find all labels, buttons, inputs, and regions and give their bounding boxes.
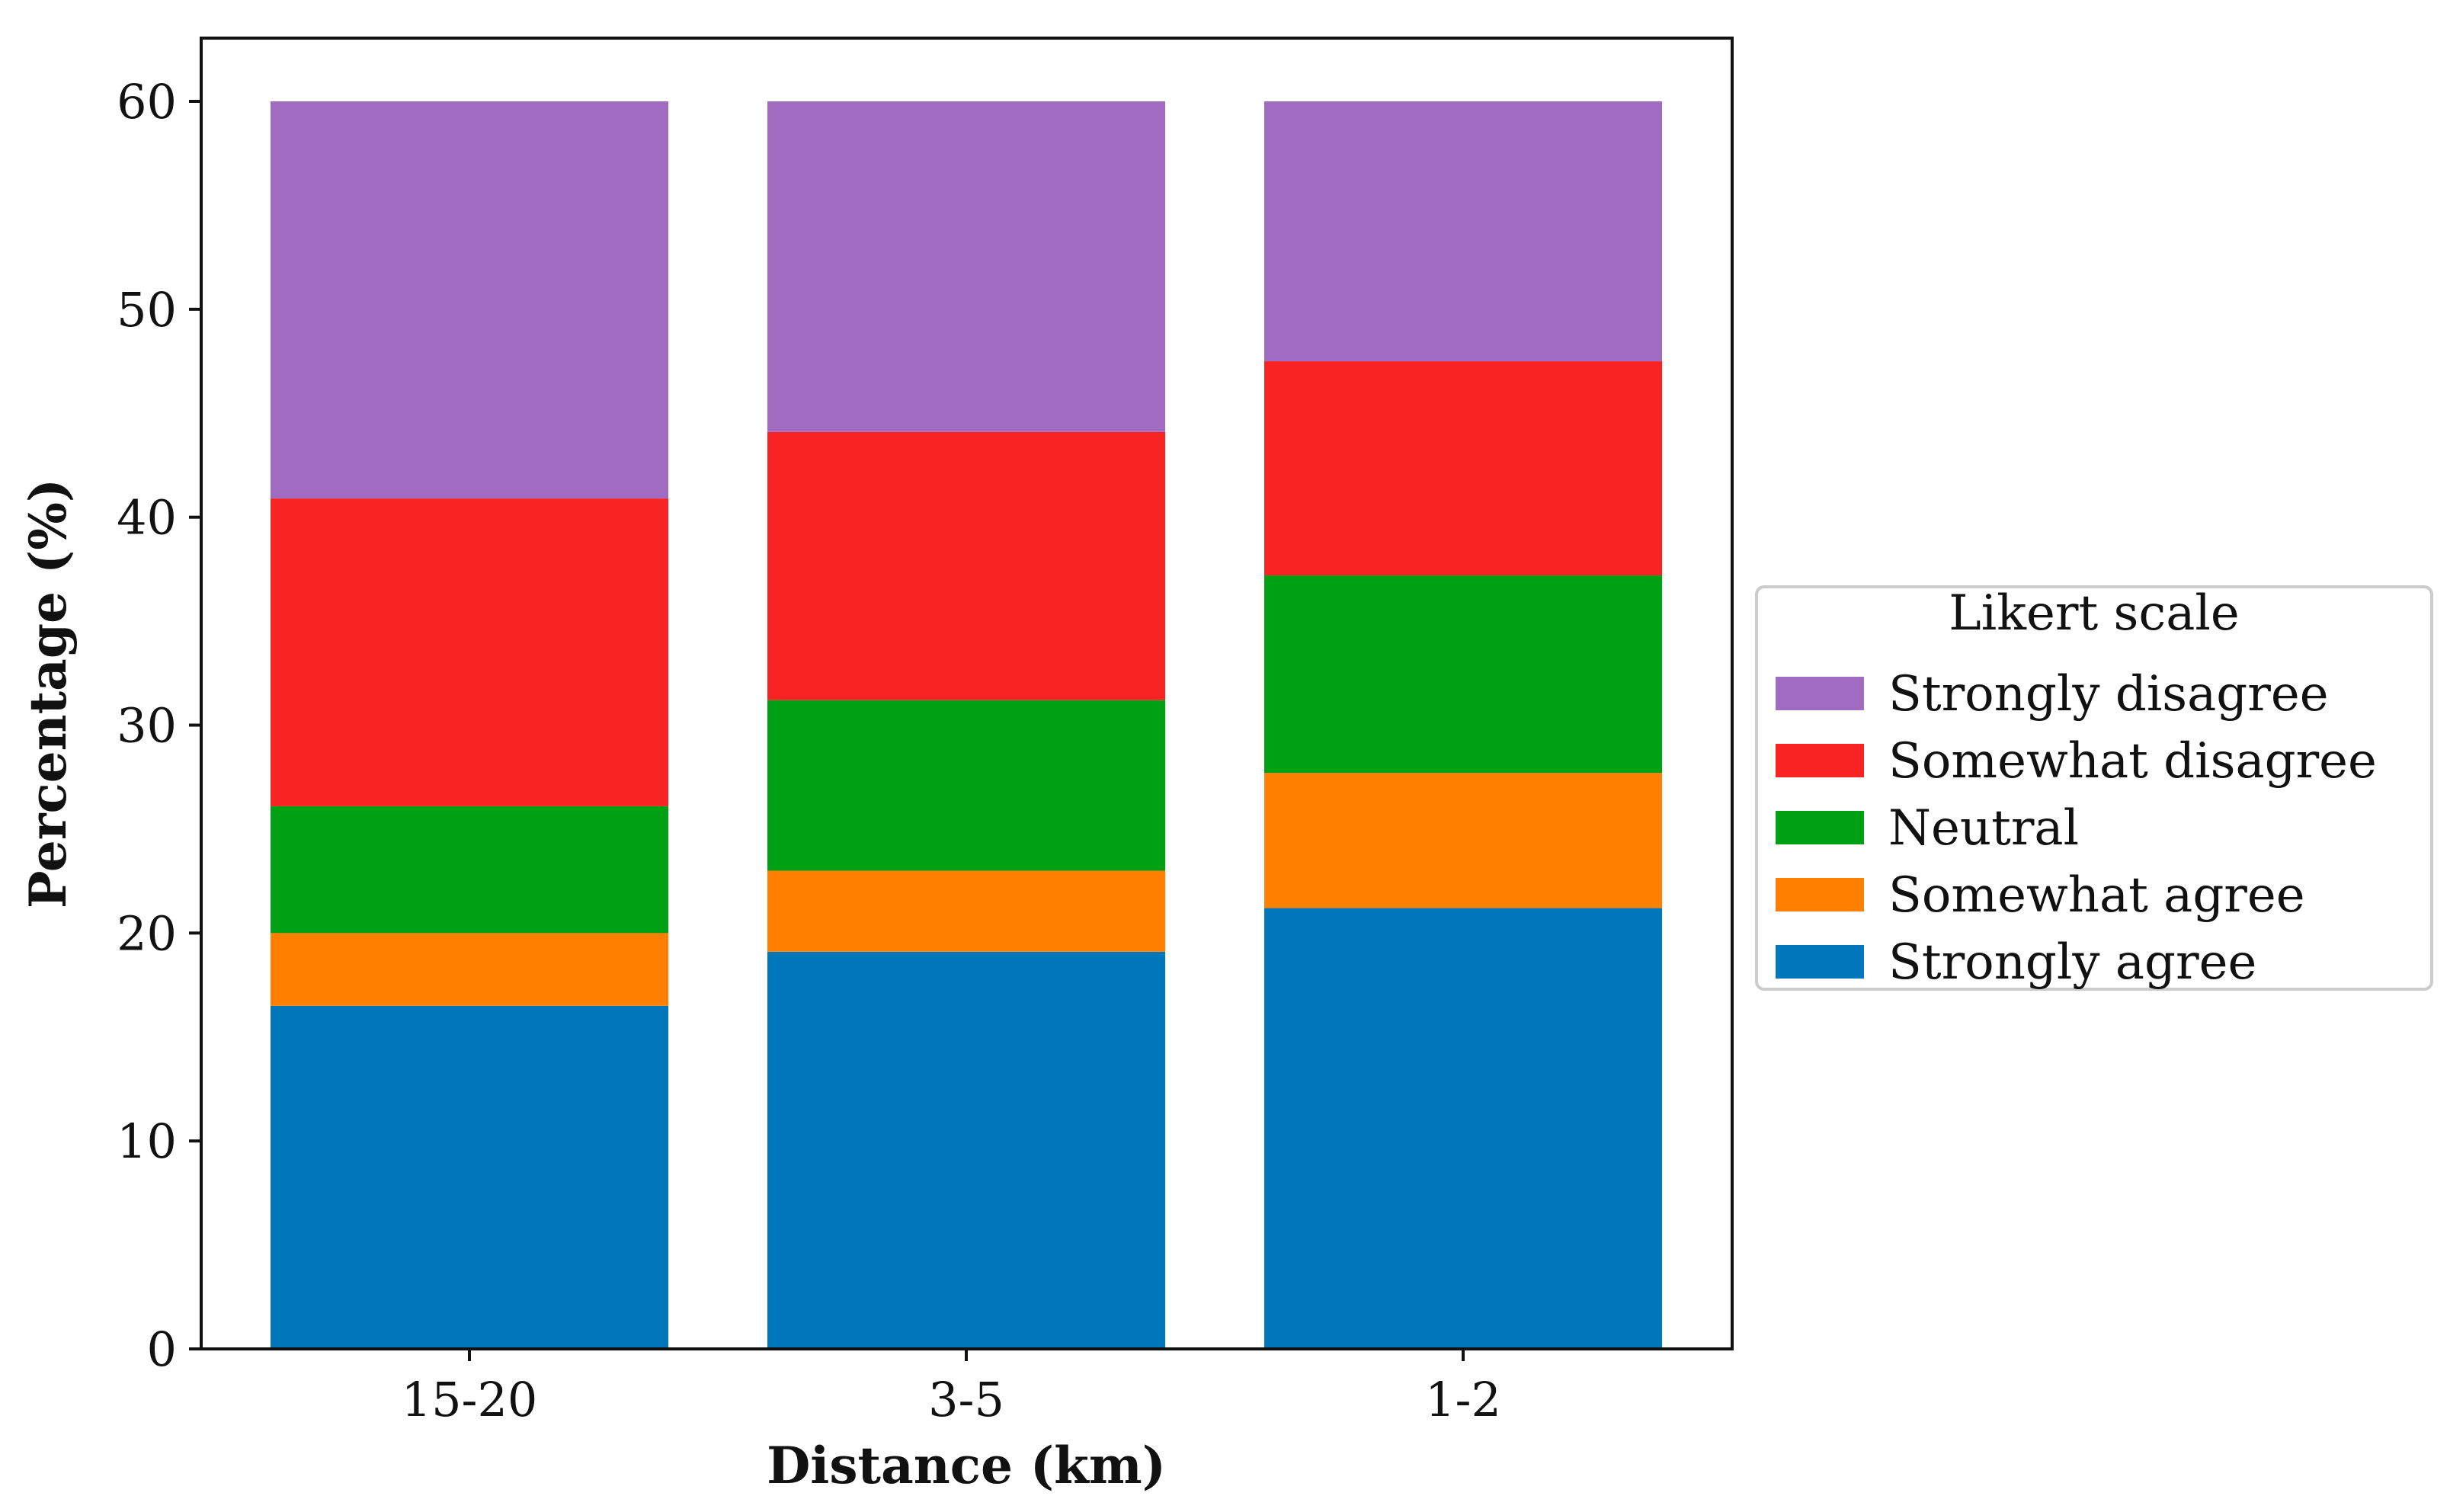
y-tick-label: 30 xyxy=(117,698,177,754)
legend: Likert scale Strongly disagree Somewhat d… xyxy=(1755,585,2433,991)
legend-label: Neutral xyxy=(1888,800,2079,857)
y-tick-label: 20 xyxy=(117,905,177,961)
x-tick-label: 1-2 xyxy=(1425,1372,1501,1427)
bar-segment-3-5-strongly-disagree xyxy=(767,101,1165,432)
legend-frame xyxy=(1755,585,2433,991)
y-tick-label: 0 xyxy=(147,1321,177,1377)
x-axis-ticks: 15-20 3-5 1-2 xyxy=(402,1349,1501,1427)
legend-swatch xyxy=(1776,744,1864,777)
x-axis-label: Distance (km) xyxy=(767,1436,1166,1495)
bar-segment-15-20-neutral xyxy=(271,806,668,934)
bar-segment-15-20-strongly-disagree xyxy=(271,101,668,499)
bar-segment-15-20-somewhat-disagree xyxy=(271,498,668,806)
bar-segment-15-20-strongly-agree xyxy=(271,1005,668,1349)
y-tick-label: 10 xyxy=(117,1113,177,1169)
legend-swatch xyxy=(1776,945,1864,979)
bar-segment-15-20-somewhat-agree xyxy=(271,933,668,1006)
bar-segment-1-2-somewhat-disagree xyxy=(1264,361,1662,576)
legend-label: Somewhat disagree xyxy=(1888,733,2377,790)
x-tick-label: 3-5 xyxy=(928,1372,1004,1427)
y-axis-ticks: 0 10 20 30 40 50 60 xyxy=(117,74,201,1377)
bar-segment-3-5-somewhat-disagree xyxy=(767,431,1165,700)
legend-swatch xyxy=(1776,878,1864,911)
y-tick-label: 40 xyxy=(117,490,177,546)
bar-segment-3-5-strongly-agree xyxy=(767,951,1165,1349)
bar-segment-1-2-strongly-disagree xyxy=(1264,101,1662,362)
y-tick-label: 50 xyxy=(117,282,177,338)
legend-label: Strongly agree xyxy=(1888,934,2256,991)
bar-segment-1-2-somewhat-agree xyxy=(1264,773,1662,908)
legend-title: Likert scale xyxy=(1949,585,2239,642)
bar-segment-3-5-neutral xyxy=(767,700,1165,871)
bar-segment-3-5-somewhat-agree xyxy=(767,870,1165,952)
legend-label: Somewhat agree xyxy=(1888,867,2305,924)
x-tick-label: 15-20 xyxy=(402,1372,538,1427)
bar-segment-1-2-neutral xyxy=(1264,575,1662,774)
y-tick-label: 60 xyxy=(117,74,177,130)
legend-items: Strongly disagree Somewhat disagree Neutra… xyxy=(1776,666,2377,991)
y-axis-label: Percentage (%) xyxy=(18,479,78,908)
legend-swatch xyxy=(1776,811,1864,844)
legend-label: Strongly disagree xyxy=(1888,666,2329,722)
bar-segment-1-2-strongly-agree xyxy=(1264,908,1662,1349)
legend-swatch xyxy=(1776,677,1864,710)
bars-group xyxy=(271,101,1662,1349)
